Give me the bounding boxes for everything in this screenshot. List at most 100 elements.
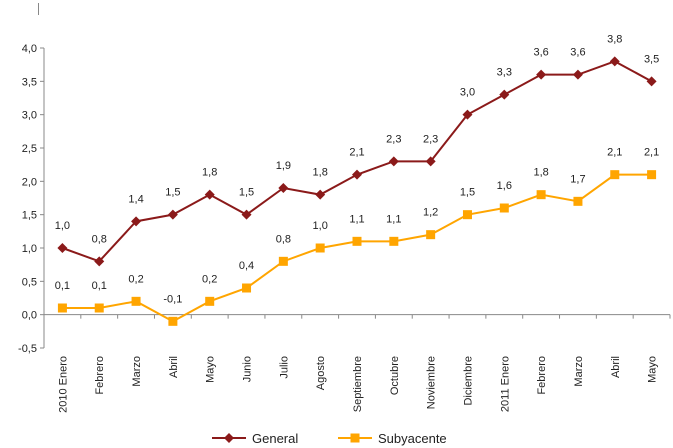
data-point-general (167, 209, 178, 220)
data-label-general: 3,6 (533, 47, 548, 59)
data-point-subyacente (315, 243, 325, 253)
x-tick-label: Febrero (94, 356, 106, 395)
y-tick-label: 2,0 (22, 176, 37, 188)
data-point-subyacente (242, 283, 252, 293)
data-label-subyacente: 1,0 (313, 220, 328, 232)
data-point-subyacente (573, 196, 583, 206)
data-label-general: 3,6 (570, 47, 585, 59)
x-tick-label: Mayo (205, 356, 217, 383)
corner-mark (38, 3, 39, 15)
x-tick-label: Marzo (573, 356, 585, 387)
x-tick-label: 2011 Enero (499, 356, 511, 412)
data-label-general: 3,3 (497, 67, 512, 79)
x-tick-label: Noviembre (426, 356, 438, 409)
data-label-general: 3,5 (644, 53, 659, 65)
data-label-general: 2,3 (386, 133, 401, 145)
data-label-subyacente: 0,1 (92, 280, 107, 292)
x-tick-label: Diciembre (462, 356, 474, 406)
data-point-general (204, 189, 215, 200)
data-label-general: 3,0 (460, 87, 475, 99)
data-point-general (94, 256, 105, 267)
data-point-general (646, 76, 657, 87)
data-point-general (388, 156, 399, 167)
data-label-subyacente: 0,2 (128, 273, 143, 285)
data-point-general (462, 109, 473, 120)
data-point-subyacente (647, 170, 657, 180)
data-label-subyacente: 0,4 (239, 260, 254, 272)
data-label-general: 1,8 (313, 167, 328, 179)
data-label-general: 0,8 (92, 233, 107, 245)
x-tick-label: Septiembre (352, 356, 364, 412)
data-label-general: 1,5 (165, 187, 180, 199)
data-label-general: 1,9 (276, 160, 291, 172)
data-point-general (572, 69, 583, 80)
data-point-subyacente (131, 296, 141, 306)
data-label-general: 3,8 (607, 33, 622, 45)
series-line-subyacente (62, 173, 652, 323)
data-point-subyacente (462, 210, 472, 220)
x-tick-label: Abril (168, 356, 180, 378)
legend-marker-general (224, 433, 234, 443)
data-label-subyacente: 0,1 (55, 280, 70, 292)
y-tick-label: 0,0 (22, 310, 37, 322)
series-line-general (62, 60, 653, 263)
data-point-general (278, 183, 289, 193)
data-label-subyacente: 1,2 (423, 207, 438, 219)
data-point-subyacente (499, 203, 509, 213)
legend-label-subyacente: Subyacente (378, 431, 447, 446)
data-point-general (499, 89, 510, 100)
data-label-subyacente: 0,8 (276, 233, 291, 245)
data-label-subyacente: 1,7 (570, 173, 585, 185)
data-label-subyacente: -0,1 (163, 293, 182, 305)
y-tick-label: 3,0 (22, 110, 37, 122)
x-tick-label: Mayo (647, 356, 659, 383)
data-label-subyacente: 1,6 (497, 180, 512, 192)
data-label-general: 2,3 (423, 133, 438, 145)
data-label-general: 1,8 (202, 167, 217, 179)
x-tick-label: Marzo (131, 356, 143, 387)
data-label-subyacente: 2,1 (644, 147, 659, 159)
data-point-subyacente (57, 303, 67, 313)
x-tick-label: Junio (242, 356, 254, 382)
data-label-subyacente: 1,8 (533, 167, 548, 179)
x-tick-label: Julio (278, 356, 290, 379)
data-point-general (131, 216, 142, 227)
legend-marker-subyacente (350, 433, 360, 443)
legend-label-general: General (252, 431, 298, 446)
data-label-subyacente: 1,1 (349, 213, 364, 225)
y-tick-label: 1,5 (22, 210, 37, 222)
data-point-general (536, 69, 547, 80)
data-label-general: 1,0 (55, 220, 70, 232)
y-tick-label: 2,5 (22, 143, 37, 155)
data-label-subyacente: 2,1 (607, 147, 622, 159)
data-point-subyacente (278, 256, 288, 266)
x-tick-label: Agosto (315, 356, 327, 390)
data-point-subyacente (536, 190, 546, 200)
data-label-subyacente: 1,1 (386, 213, 401, 225)
x-tick-label: Febrero (536, 356, 548, 395)
data-point-subyacente (426, 230, 436, 240)
data-point-general (352, 169, 362, 180)
data-label-subyacente: 1,5 (460, 187, 475, 199)
data-label-general: 1,4 (128, 193, 143, 205)
data-point-subyacente (168, 316, 178, 326)
data-point-subyacente (352, 236, 362, 246)
data-point-subyacente (205, 296, 215, 306)
y-tick-label: -0,5 (18, 343, 37, 355)
data-label-subyacente: 0,2 (202, 273, 217, 285)
x-tick-label: Octubre (389, 356, 401, 395)
data-point-general (241, 209, 252, 220)
data-point-general (425, 156, 436, 167)
data-point-subyacente (389, 236, 399, 246)
data-label-general: 1,5 (239, 187, 254, 199)
data-point-subyacente (610, 170, 620, 180)
y-tick-label: 1,0 (22, 243, 37, 255)
x-tick-label: Abril (610, 356, 622, 378)
x-tick-label: 2010 Enero (57, 356, 69, 413)
y-tick-label: 0,5 (22, 276, 37, 288)
data-point-general (609, 56, 620, 67)
y-tick-label: 3,5 (22, 76, 37, 88)
data-point-general (57, 243, 68, 253)
data-point-general (315, 189, 326, 200)
